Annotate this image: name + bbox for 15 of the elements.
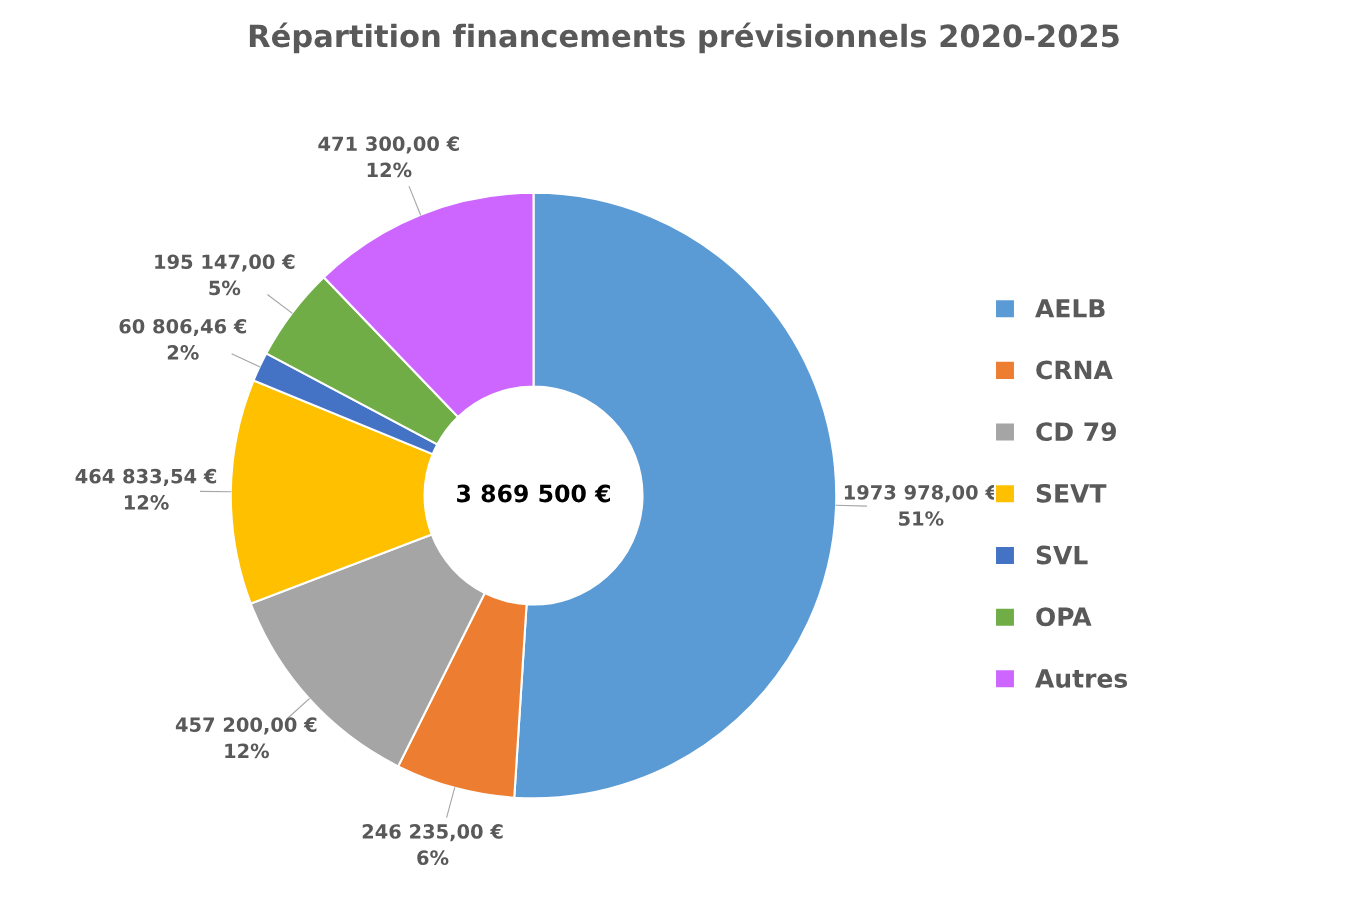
data-label: 60 806,46 € 2% xyxy=(119,318,247,360)
text: 3 869 500 € xyxy=(457,484,610,503)
data-label: 457 200,00 € 12% xyxy=(175,717,317,759)
legend-label: CD 79 xyxy=(1036,422,1116,442)
legend-label: SVL xyxy=(1036,545,1088,565)
data-label: 246 235,00 € 6% xyxy=(362,824,503,866)
legend-label: AELB xyxy=(1035,299,1105,318)
legend-label: CRNA xyxy=(1036,360,1113,380)
chart-title: Répartition financements prévisionnels 2020-2025 xyxy=(249,22,1119,54)
legend-label: Autres xyxy=(1035,669,1128,688)
legend-label: OPA xyxy=(1036,607,1092,627)
data-label: 464 833,54 € 12% xyxy=(75,468,217,510)
data-label: 195 147,00 € 5% xyxy=(155,254,295,296)
data-label: 471 300,00 € 12% xyxy=(318,136,459,178)
legend-label: SEVT xyxy=(1036,483,1107,503)
